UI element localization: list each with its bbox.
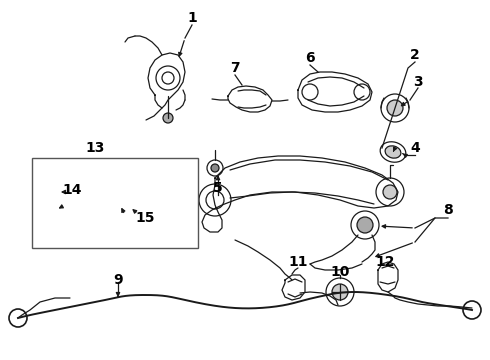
Text: 15: 15: [135, 211, 155, 225]
Circle shape: [47, 189, 57, 199]
Text: 10: 10: [330, 265, 350, 279]
Circle shape: [96, 196, 104, 204]
Circle shape: [121, 193, 135, 207]
Text: 11: 11: [288, 255, 308, 269]
Text: 9: 9: [113, 273, 123, 287]
Ellipse shape: [385, 146, 401, 158]
Bar: [32, 158, 198, 248]
Text: 14: 14: [62, 183, 82, 197]
Text: 5: 5: [213, 181, 223, 195]
Text: 8: 8: [443, 203, 453, 217]
Text: 7: 7: [230, 61, 240, 75]
Text: 4: 4: [410, 141, 420, 155]
Circle shape: [211, 164, 219, 172]
Circle shape: [387, 100, 403, 116]
Circle shape: [63, 190, 73, 200]
Circle shape: [383, 185, 397, 199]
Circle shape: [163, 113, 173, 123]
Text: 1: 1: [187, 11, 197, 25]
Circle shape: [55, 207, 65, 217]
Text: 3: 3: [413, 75, 423, 89]
Text: 13: 13: [85, 141, 105, 155]
Circle shape: [332, 284, 348, 300]
Text: 2: 2: [410, 48, 420, 62]
Circle shape: [357, 217, 373, 233]
Text: 6: 6: [305, 51, 315, 65]
Text: 12: 12: [375, 255, 395, 269]
